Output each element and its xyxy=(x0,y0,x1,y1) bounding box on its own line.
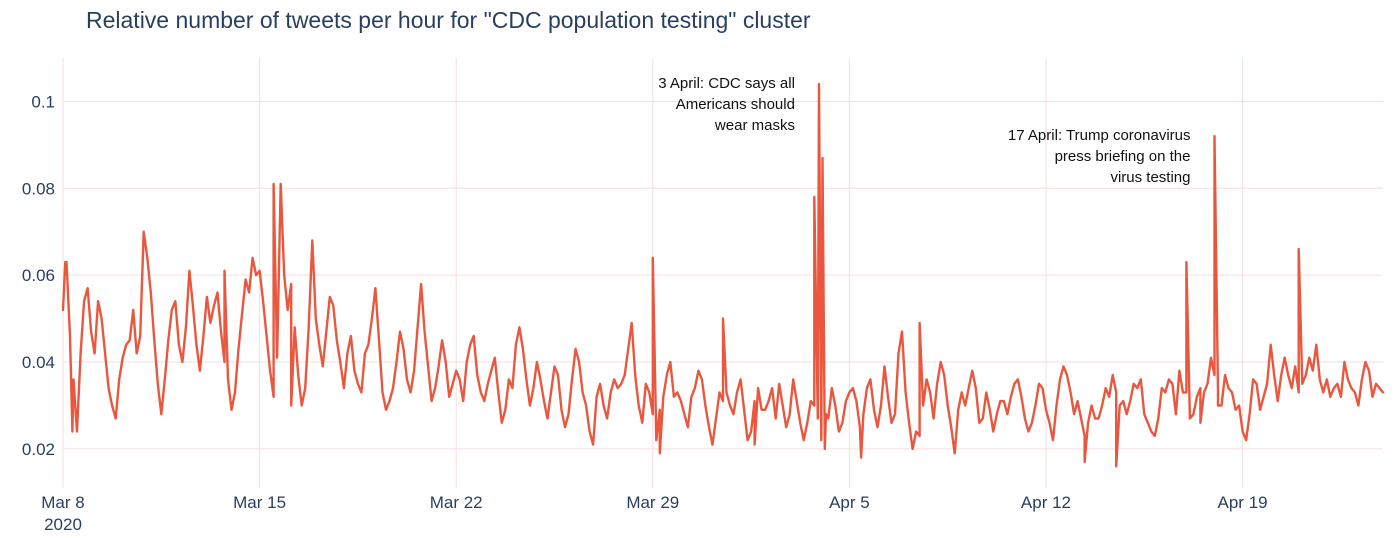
x-tick-label: Mar 29 xyxy=(626,493,679,512)
x-tick-label: Mar 22 xyxy=(430,493,483,512)
x-tick-year-label: 2020 xyxy=(44,515,82,534)
x-tick-label: Mar 15 xyxy=(233,493,286,512)
annotation-line: wear masks xyxy=(714,117,795,134)
annotation: 3 April: CDC says all Americans should wea… xyxy=(658,75,795,134)
y-tick-label: 0.06 xyxy=(22,266,55,285)
annotation-line: press briefing on the xyxy=(1055,148,1191,165)
y-tick-label: 0.1 xyxy=(31,92,55,111)
x-tick-label: Mar 8 xyxy=(41,493,84,512)
chart-title: Relative number of tweets per hour for "… xyxy=(86,7,811,33)
tick-layer: 0.02 0.04 0.06 0.08 0.1 Mar 8 2020 Mar 15 Mar 22… xyxy=(22,92,1268,534)
annotation-layer: 3 April: CDC says all Americans should wea… xyxy=(658,75,1190,186)
y-tick-label: 0.08 xyxy=(22,179,55,198)
annotation-line: 17 April: Trump coronavirus xyxy=(1008,127,1191,144)
x-tick-label: Apr 12 xyxy=(1021,493,1071,512)
annotation-line: Americans should xyxy=(676,96,795,113)
y-tick-label: 0.04 xyxy=(22,353,55,372)
annotation-line: virus testing xyxy=(1110,169,1190,186)
x-tick-label: Apr 19 xyxy=(1218,493,1268,512)
series-layer xyxy=(61,82,1385,468)
annotation: 17 April: Trump coronavirus press briefin… xyxy=(1008,127,1191,186)
annotation-line: 3 April: CDC says all xyxy=(658,75,795,92)
x-tick-label: Apr 5 xyxy=(829,493,870,512)
series-line xyxy=(61,82,1385,468)
y-tick-label: 0.02 xyxy=(22,440,55,459)
